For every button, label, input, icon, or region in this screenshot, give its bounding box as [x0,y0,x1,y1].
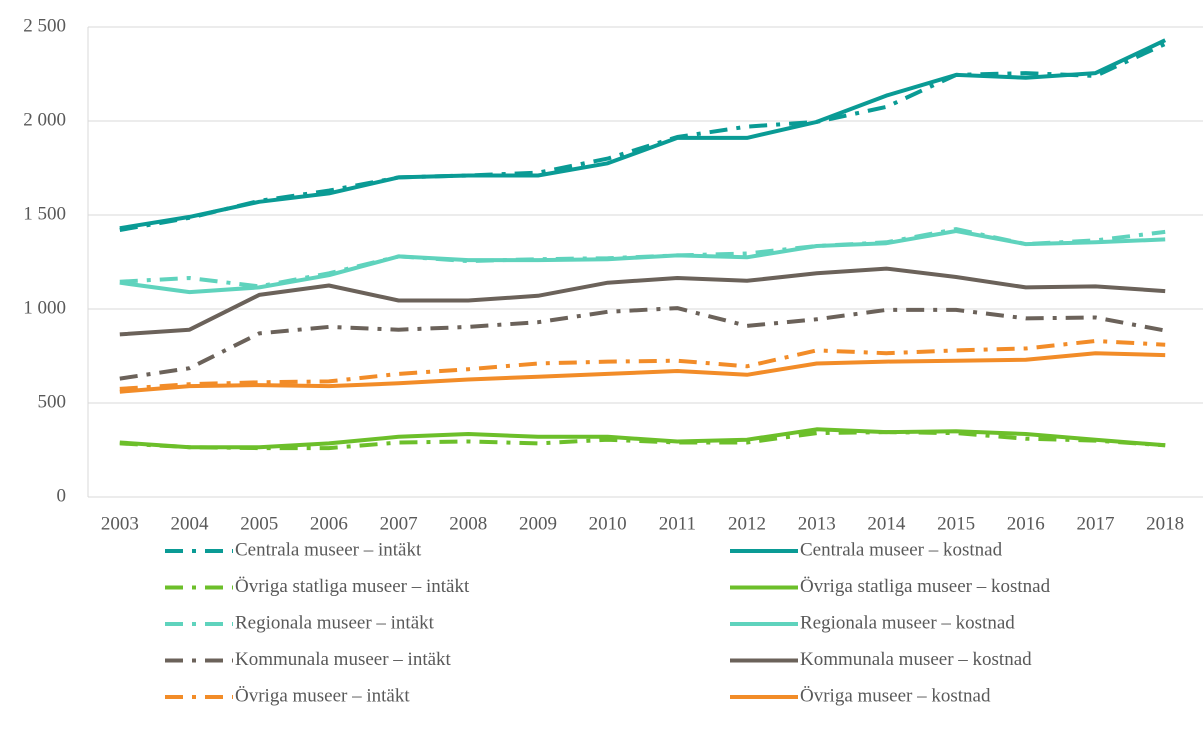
y-tick-label: 1 500 [23,203,66,224]
x-tick-label: 2016 [1007,513,1045,534]
x-tick-label: 2009 [519,513,557,534]
x-tick-label: 2005 [240,513,278,534]
x-tick-label: 2010 [589,513,627,534]
series-line [119,306,1166,381]
series-line [119,339,1166,391]
legend-label: Regionala museer – intäkt [235,612,435,633]
x-tick-label: 2006 [310,513,348,534]
x-tick-label: 2012 [728,513,766,534]
y-tick-label: 500 [38,391,67,412]
series-line [119,38,1167,231]
x-tick-label: 2017 [1076,513,1114,534]
series-line [119,42,1167,232]
series-line [119,266,1166,337]
y-tick-label: 0 [57,485,67,506]
x-tick-label: 2014 [867,513,906,534]
series-line [119,229,1166,295]
x-tick-label: 2007 [380,513,418,534]
x-tick-label: 2008 [449,513,487,534]
x-tick-label: 2011 [659,513,696,534]
x-tick-label: 2003 [101,513,139,534]
legend-label: Centrala museer – kostnad [800,539,1003,560]
legend-label: Centrala museer – intäkt [235,539,422,560]
legend-label: Övriga statliga museer – kostnad [800,576,1051,597]
x-tick-label: 2018 [1146,513,1184,534]
legend-label: Regionala museer – kostnad [800,612,1015,633]
legend-label: Övriga museer – kostnad [800,685,991,706]
x-tick-label: 2015 [937,513,975,534]
series-line [119,351,1166,394]
x-tick-label: 2004 [171,513,210,534]
y-tick-label: 2 000 [23,109,66,130]
y-tick-label: 2 500 [23,15,66,36]
y-tick-label: 1 000 [23,297,66,318]
series-line [119,427,1166,450]
legend-label: Kommunala museer – kostnad [800,649,1032,670]
legend-label: Övriga museer – intäkt [235,685,410,706]
legend-label: Övriga statliga museer – intäkt [235,576,470,597]
legend-label: Kommunala museer – intäkt [235,649,452,670]
x-tick-label: 2013 [798,513,836,534]
